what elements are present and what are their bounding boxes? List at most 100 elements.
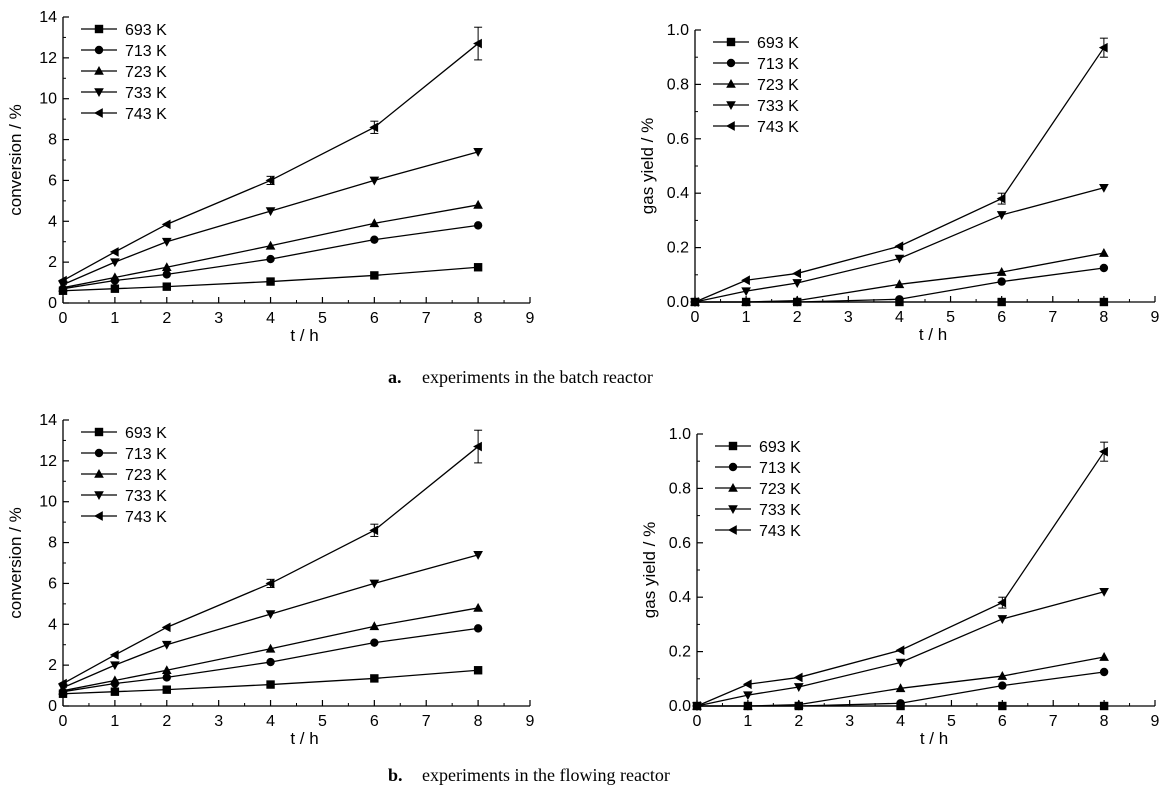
legend-label: 723 K (125, 64, 167, 81)
data-point (161, 640, 172, 650)
x-tick-label: 3 (844, 309, 853, 326)
legend-label: 723 K (757, 77, 799, 94)
x-tick-label: 7 (1048, 309, 1057, 326)
series-line (62, 151, 479, 286)
x-tick-label: 0 (59, 713, 68, 730)
data-point (369, 176, 380, 186)
legend-entry: 723 K (81, 467, 167, 484)
chart-batch-gas-yield: 0 1 2 3 4 5 6 7 8 9 0.0 0.2 0.4 0.6 0.8 1.0 t / h gas yie… (638, 22, 1160, 344)
legend-marker (94, 491, 104, 501)
y-tick-label: 0.2 (667, 240, 689, 257)
x-tick-label: 1 (110, 310, 119, 327)
x-tick-label: 3 (845, 713, 854, 730)
x-tick-label: 8 (1099, 309, 1108, 326)
data-point (1098, 42, 1108, 53)
data-point (998, 701, 1007, 711)
data-point (110, 675, 120, 685)
data-point (161, 237, 172, 247)
legend-marker (728, 482, 738, 492)
x-axis-label: t / h (290, 326, 318, 345)
y-tick-label: 0.0 (667, 294, 689, 311)
x-tick-label: 3 (214, 713, 223, 730)
series-733-k (58, 148, 483, 290)
legend-marker (726, 78, 736, 88)
legend-entry: 693 K (81, 425, 167, 442)
data-point (110, 284, 120, 293)
y-tick-label: 0.4 (667, 185, 689, 202)
x-tick-label: 2 (162, 310, 171, 327)
data-point (266, 657, 275, 667)
x-tick-label: 5 (946, 309, 955, 326)
x-tick-label: 7 (422, 713, 431, 730)
y-tick-label: 0.2 (669, 644, 691, 661)
data-point (370, 235, 379, 244)
x-tick-label: 6 (997, 309, 1006, 326)
y-tick-label: 0 (48, 698, 57, 715)
y-tick-label: 4 (48, 213, 57, 230)
caption-a-text: experiments in the batch reactor (422, 367, 653, 387)
data-point (109, 650, 119, 660)
y-tick-label: 12 (39, 453, 57, 470)
caption-a-letter: a. (388, 367, 402, 387)
x-tick-label: 0 (59, 310, 68, 327)
legend-label: 733 K (125, 488, 167, 505)
legend-entry: 733 K (715, 502, 801, 519)
data-point (689, 297, 699, 307)
data-point (1099, 652, 1109, 661)
x-tick-label: 9 (1151, 309, 1160, 326)
data-point (109, 247, 119, 257)
data-point (1099, 183, 1109, 193)
data-point (369, 122, 379, 133)
data-point (473, 38, 482, 49)
x-tick-label: 9 (526, 713, 535, 730)
data-point (1099, 701, 1109, 711)
legend-label: 693 K (125, 425, 167, 442)
legend-entry: 713 K (81, 446, 167, 463)
series-733-k (692, 587, 1109, 712)
x-tick-label: 6 (998, 713, 1007, 730)
data-point (110, 272, 120, 282)
series-733-k (58, 551, 483, 693)
legend-label: 733 K (125, 85, 167, 102)
x-tick-label: 8 (474, 713, 483, 730)
data-point (996, 211, 1007, 220)
x-tick-label: 4 (896, 713, 905, 730)
legend-entry: 693 K (715, 439, 801, 456)
data-point (997, 297, 1006, 307)
y-tick-label: 1.0 (669, 426, 691, 443)
legend-marker (94, 88, 104, 98)
data-point (742, 679, 752, 690)
data-point (792, 268, 802, 279)
data-point (110, 661, 120, 671)
data-point (792, 279, 803, 288)
data-point (741, 287, 751, 297)
chart-flowing-gas-yield: 0 1 2 3 4 5 6 7 8 9 0.0 0.2 0.4 0.6 0.8 1.0 t / h gas yie… (640, 426, 1160, 748)
legend-label: 723 K (759, 481, 801, 498)
data-point (792, 295, 803, 305)
data-point (162, 685, 171, 694)
legend-label: 693 K (757, 35, 799, 52)
legend-label: 693 K (759, 439, 801, 456)
data-point (1099, 263, 1109, 273)
y-tick-label: 12 (39, 50, 57, 67)
data-point (162, 282, 171, 291)
x-axis-label: t / h (919, 325, 947, 344)
legend-label: 743 K (757, 119, 799, 136)
legend-label: 713 K (757, 56, 799, 73)
data-point (110, 258, 120, 268)
legend-marker (94, 65, 104, 75)
data-point (57, 678, 67, 689)
series-line (62, 224, 479, 290)
legend-entry: 743 K (81, 106, 167, 123)
data-point (741, 296, 751, 306)
x-tick-label: 1 (743, 713, 752, 730)
legend-label: 733 K (759, 502, 801, 519)
legend-entry: 743 K (81, 509, 167, 526)
x-tick-label: 6 (370, 310, 379, 327)
x-tick-label: 2 (793, 309, 802, 326)
legend-label: 743 K (759, 523, 801, 540)
series-line (696, 451, 1105, 707)
